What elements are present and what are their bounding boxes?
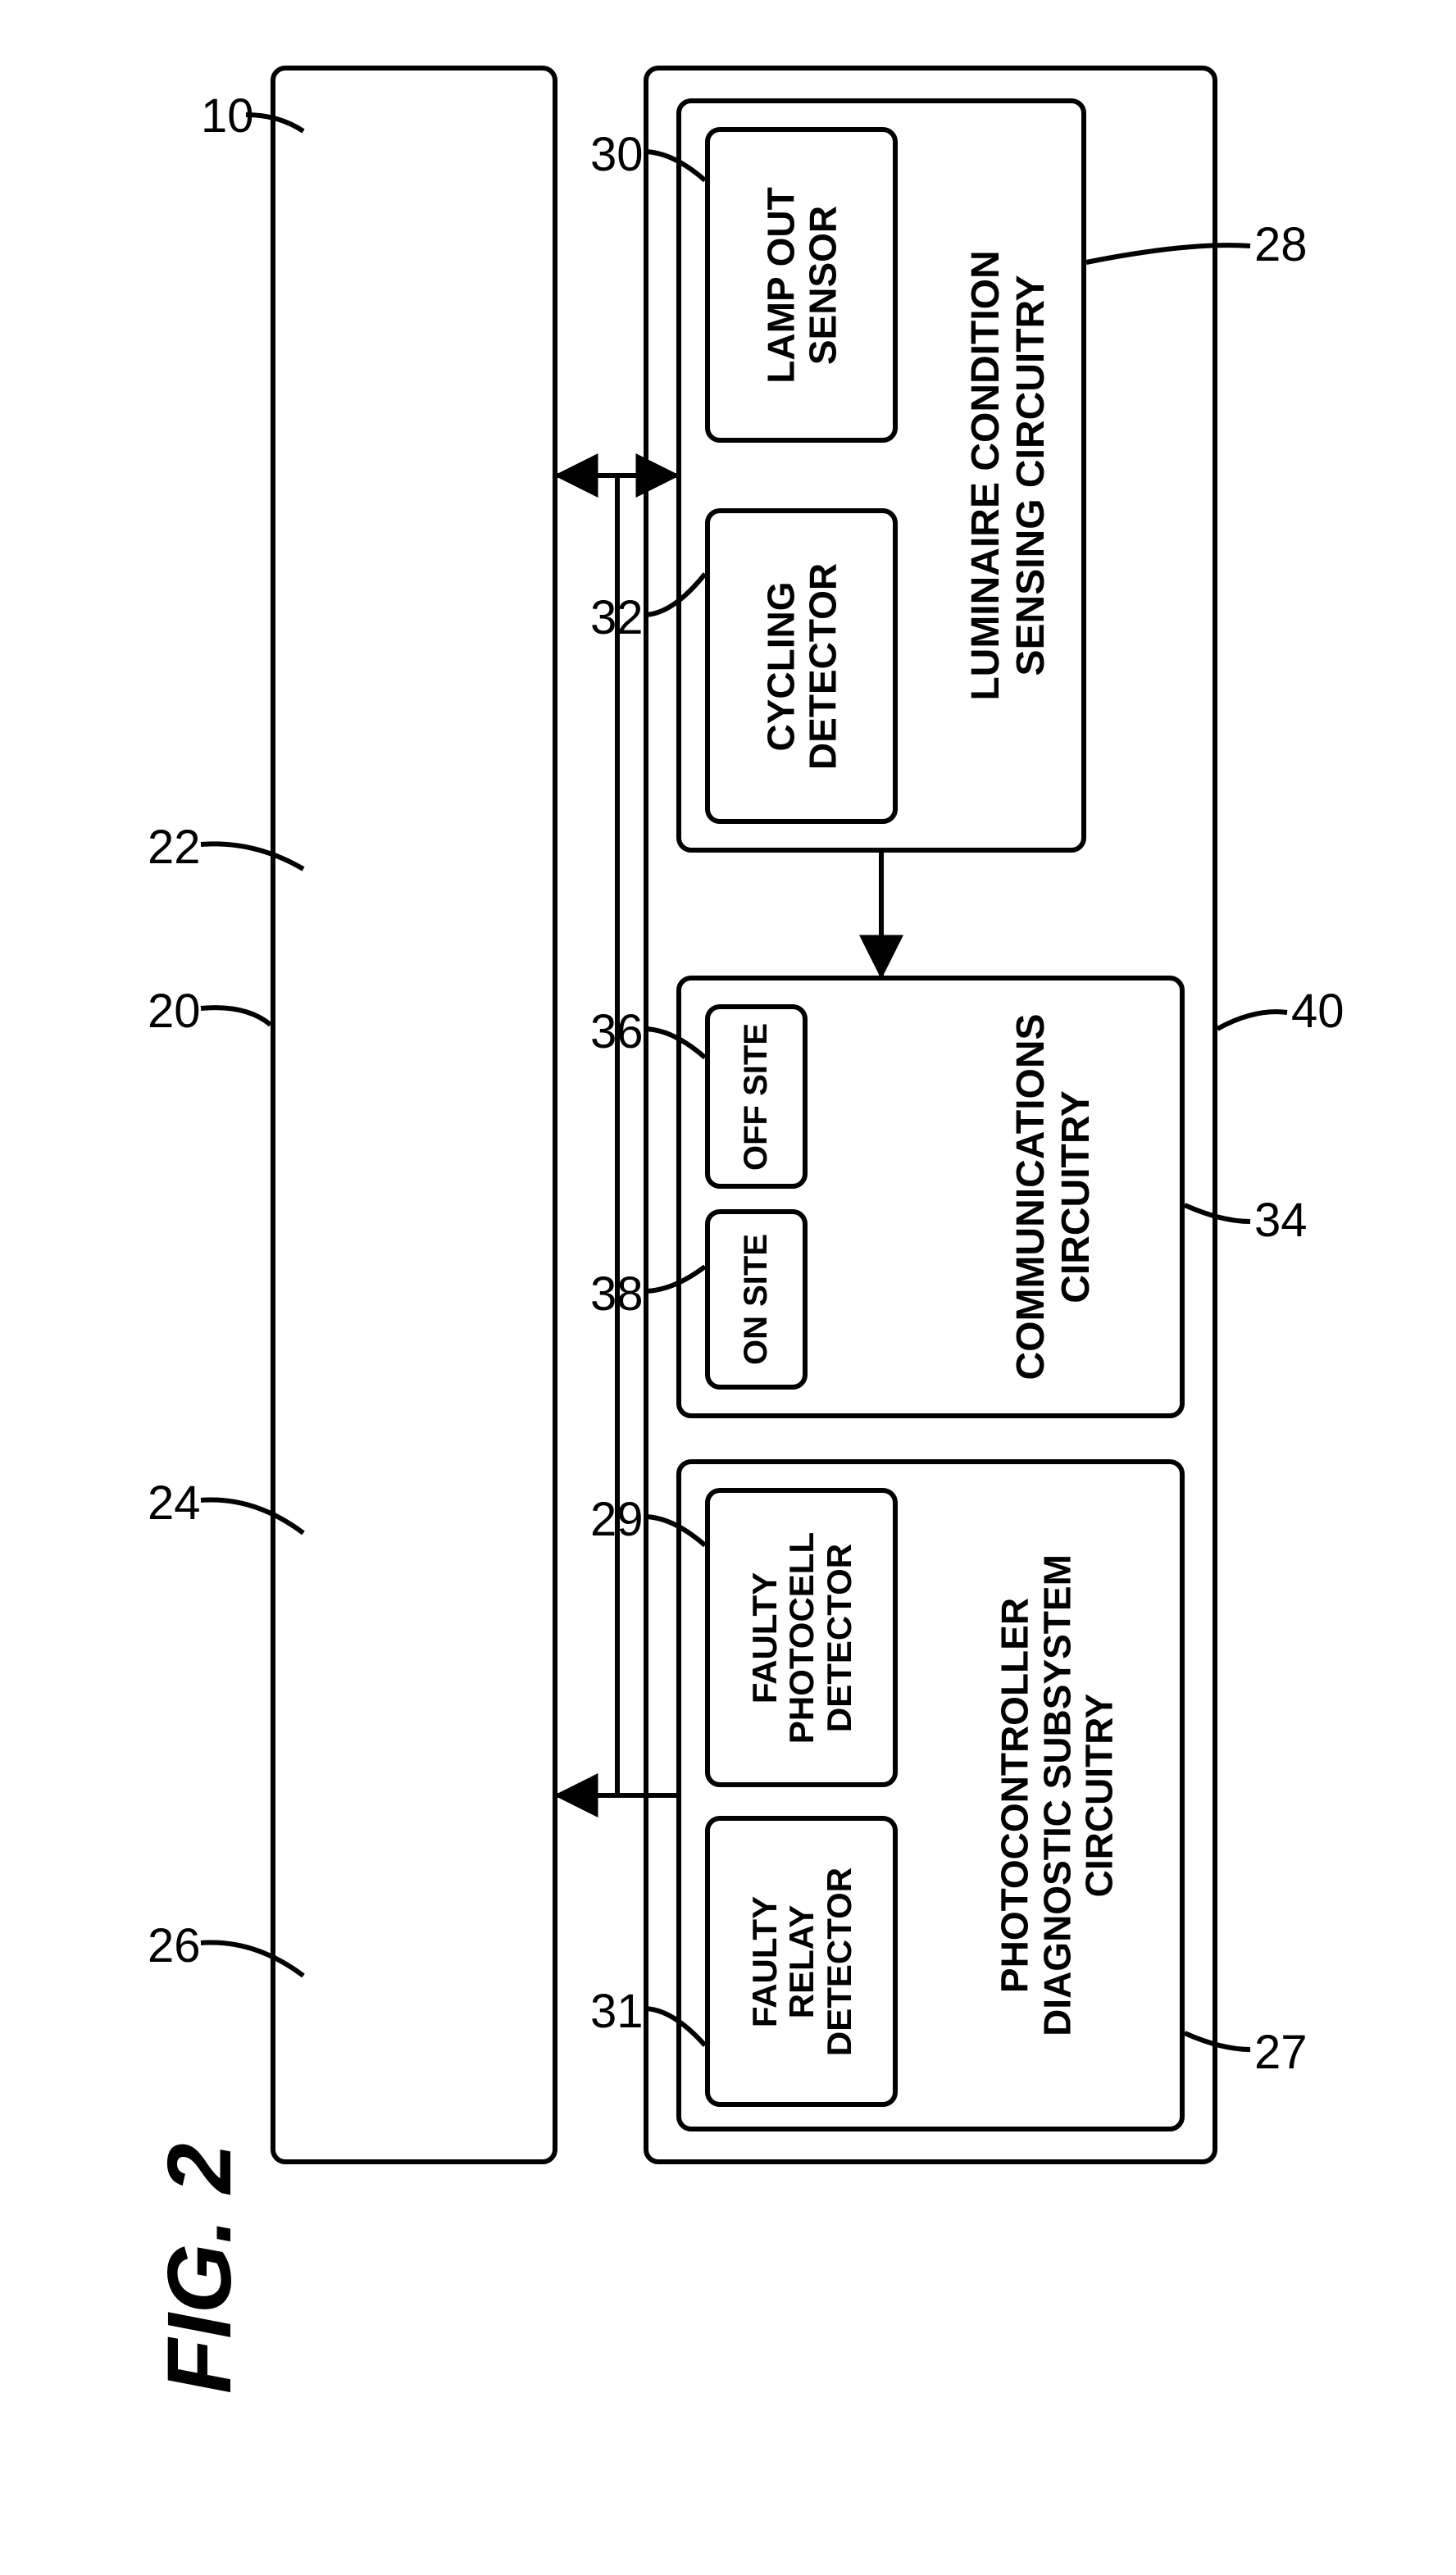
- faulty-relay-label: FAULTY RELAY DETECTOR: [746, 1868, 858, 2056]
- cycling-label: CYCLING DETECTOR: [760, 563, 843, 770]
- lcsc-title-line1: LUMINAIRE CONDITION: [964, 250, 1008, 700]
- on-site-label: ON SITE: [739, 1234, 773, 1365]
- ref-26: 26: [148, 1918, 201, 1973]
- comms-title-line2: CIRCUITRY: [1054, 1090, 1098, 1303]
- ref-36: 36: [590, 1004, 644, 1059]
- cycling-line2: DETECTOR: [801, 563, 844, 770]
- luminaire-outer: [271, 66, 557, 2164]
- ref-38: 38: [590, 1267, 644, 1322]
- fp-line1: FAULTY: [745, 1572, 784, 1704]
- ref-24: 24: [148, 1476, 201, 1531]
- lamp-out-label: LAMP OUT SENSOR: [760, 187, 843, 383]
- ref-32: 32: [590, 590, 644, 645]
- cycling-line1: CYCLING: [759, 582, 802, 752]
- ref-22: 22: [148, 820, 201, 875]
- fp-line3: DETECTOR: [820, 1544, 858, 1732]
- ref-30: 30: [590, 127, 644, 182]
- ref-34: 34: [1254, 1193, 1308, 1248]
- off-site-label: OFF SITE: [739, 1023, 773, 1171]
- pdsc-title-line2: DIAGNOSTIC SUBSYSTEM: [1035, 1554, 1078, 2036]
- lamp-out-line1: LAMP OUT: [759, 187, 802, 383]
- fr-line2: RELAY: [782, 1905, 821, 2019]
- lcsc-title: LUMINAIRE CONDITION SENSING CIRCUITRY: [963, 250, 1053, 700]
- diagram-canvas: LUMINAIRE LUMINAIRE CONTROLLER BALLAST S…: [0, 0, 1456, 2575]
- ref-28: 28: [1254, 217, 1308, 272]
- figure-label: FIG. 2: [148, 2143, 252, 2394]
- pdsc-title: PHOTOCONTROLLER DIAGNOSTIC SUBSYSTEM CIR…: [994, 1554, 1122, 2036]
- ref-20: 20: [148, 984, 201, 1039]
- ref-10: 10: [201, 89, 254, 143]
- fp-line2: PHOTOCELL: [782, 1532, 821, 1744]
- fr-line3: DETECTOR: [820, 1868, 858, 2056]
- lamp-out-line2: SENSOR: [801, 206, 844, 365]
- comms-title-line1: COMMUNICATIONS: [1009, 1013, 1053, 1380]
- faulty-photocell-label: FAULTY PHOTOCELL DETECTOR: [746, 1532, 858, 1744]
- ref-40: 40: [1291, 984, 1345, 1039]
- pdsc-title-line3: CIRCUITRY: [1078, 1694, 1121, 1898]
- comms-title: COMMUNICATIONS CIRCUITRY: [1008, 1013, 1099, 1380]
- lcsc-title-line2: SENSING CIRCUITRY: [1009, 275, 1053, 676]
- ref-31: 31: [590, 1984, 644, 2039]
- ref-29: 29: [590, 1492, 644, 1547]
- ref-27: 27: [1254, 2025, 1308, 2080]
- fr-line1: FAULTY: [745, 1896, 784, 2027]
- pdsc-title-line1: PHOTOCONTROLLER: [994, 1598, 1036, 1993]
